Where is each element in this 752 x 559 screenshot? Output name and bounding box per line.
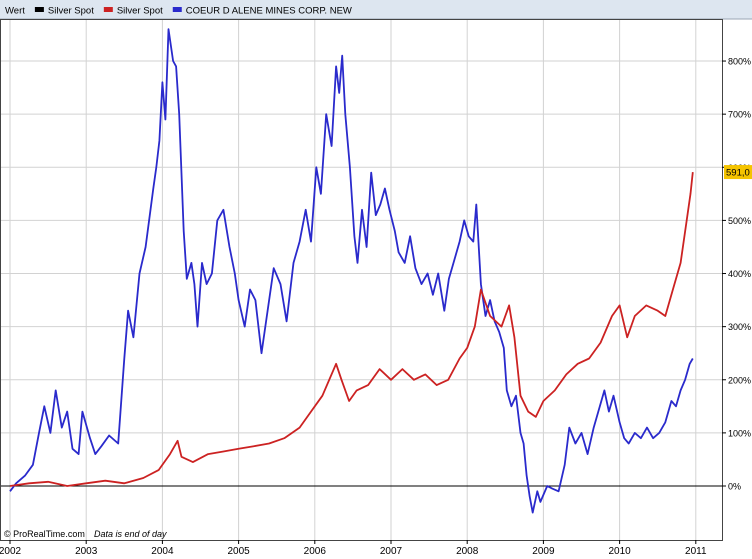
x-tick-label: 2005 [227, 546, 250, 557]
legend-label: Silver Spot [117, 6, 163, 17]
legend-bar [0, 0, 752, 19]
series-line [9, 172, 694, 487]
x-tick-label: 2006 [304, 546, 327, 557]
legend-swatch [34, 7, 44, 12]
series-line [9, 28, 694, 514]
legend-label: Silver Spot [48, 6, 94, 17]
legend-label: Wert [5, 6, 25, 17]
y-tick-label: 200% [728, 375, 751, 385]
legend-label: COEUR D ALENE MINES CORP. NEW [186, 6, 352, 17]
x-tick-label: 2010 [608, 546, 631, 557]
x-tick-label: 2004 [151, 546, 174, 557]
y-tick-label: 700% [728, 110, 751, 120]
footer-note: Data is end of day [94, 529, 167, 539]
y-tick-label: 800% [728, 57, 751, 67]
footer-credit: © ProRealTime.com [4, 529, 85, 539]
badge-text: 591,0 [726, 168, 750, 179]
x-tick-label: 2002 [0, 546, 22, 557]
plot-frame [0, 19, 723, 541]
y-tick-label: 500% [728, 216, 751, 226]
y-tick-label: 400% [728, 269, 751, 279]
legend: Wert Silver Spot Silver Spot COEUR D ALENE … [5, 6, 352, 17]
last-value-badge: 591,0 [724, 165, 752, 180]
x-tick-label: 2007 [380, 546, 403, 557]
x-axis: 2002 2003 2004 2005 2006 2007 2008 2009 2010 2011 [0, 540, 707, 557]
x-tick-label: 2008 [456, 546, 479, 557]
y-tick-label: 300% [728, 322, 751, 332]
x-tick-label: 2011 [685, 546, 707, 557]
badge-box [724, 165, 752, 180]
grid [1, 20, 722, 540]
legend-swatch [103, 7, 113, 12]
y-tick-label: 100% [728, 428, 751, 438]
series-lines [9, 28, 694, 514]
legend-swatch [172, 7, 182, 12]
x-tick-label: 2003 [75, 546, 98, 557]
y-tick-label: 0% [728, 482, 741, 492]
x-tick-label: 2009 [532, 546, 555, 557]
